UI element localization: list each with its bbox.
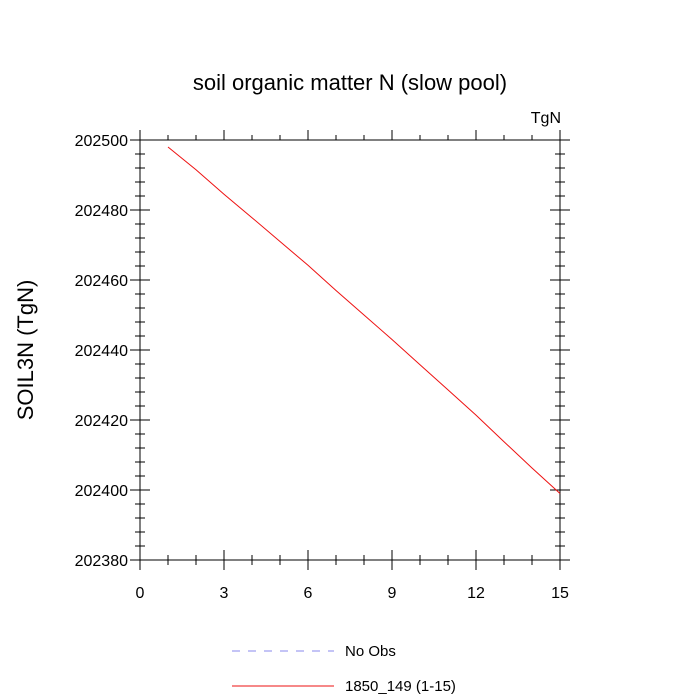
- legend-label: No Obs: [345, 643, 396, 660]
- legend: No Obs 1850_149 (1-15): [232, 643, 456, 695]
- x-tick-label: 3: [220, 585, 229, 602]
- units-label: TgN: [531, 110, 561, 127]
- x-tick-label: 12: [467, 585, 485, 602]
- y-tick-label: 202460: [75, 273, 128, 290]
- x-tick-label: 0: [136, 585, 145, 602]
- x-tick-label: 9: [388, 585, 397, 602]
- x-tick-label: 6: [304, 585, 313, 602]
- y-tick-label: 202500: [75, 133, 128, 150]
- x-tick-label: 15: [551, 585, 569, 602]
- axis-ticks: 0 3 6 9 12 15 202380 202400 202420 202440 202460 20…: [75, 130, 570, 602]
- y-tick-label: 202480: [75, 203, 128, 220]
- legend-label: 1850_149 (1-15): [345, 678, 456, 695]
- series-group: [167, 146, 561, 494]
- y-axis-label: SOIL3N (TgN): [13, 280, 38, 421]
- y-tick-label: 202400: [75, 483, 128, 500]
- series-line: [167, 146, 561, 494]
- y-tick-label: 202420: [75, 413, 128, 430]
- y-tick-label: 202380: [75, 553, 128, 570]
- plot-frame: [139, 139, 561, 561]
- chart-title: soil organic matter N (slow pool): [193, 70, 507, 95]
- y-tick-label: 202440: [75, 343, 128, 360]
